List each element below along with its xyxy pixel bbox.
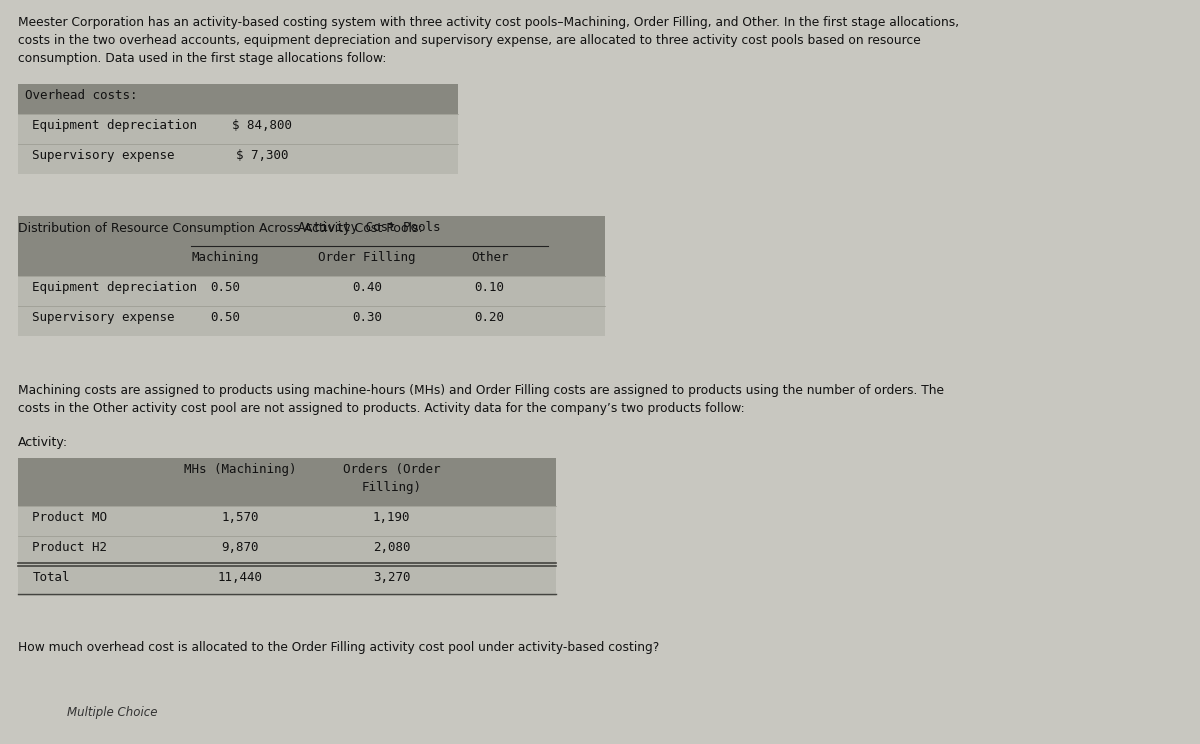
Text: Other: Other: [470, 251, 509, 264]
Text: How much overhead cost is allocated to the Order Filling activity cost pool unde: How much overhead cost is allocated to t…: [18, 641, 659, 654]
Bar: [18, 114, 458, 144]
Text: Filling): Filling): [361, 481, 421, 494]
Text: 9,870: 9,870: [221, 541, 259, 554]
Text: 0.40: 0.40: [352, 281, 382, 294]
Text: Equipment depreciation: Equipment depreciation: [32, 281, 197, 294]
Text: 3,270: 3,270: [373, 571, 410, 584]
Text: Order Filling: Order Filling: [318, 251, 416, 264]
Bar: [18, 566, 556, 596]
Text: costs in the Other activity cost pool are not assigned to products. Activity dat: costs in the Other activity cost pool ar…: [18, 402, 744, 415]
Text: Meester Corporation has an activity-based costing system with three activity cos: Meester Corporation has an activity-base…: [18, 16, 959, 29]
Text: Multiple Choice: Multiple Choice: [66, 706, 157, 719]
Bar: [18, 84, 458, 114]
Bar: [18, 144, 458, 174]
Text: Overhead costs:: Overhead costs:: [25, 89, 138, 102]
Text: Machining costs are assigned to products using machine-hours (MHs) and Order Fil: Machining costs are assigned to products…: [18, 384, 943, 397]
Text: 1,190: 1,190: [373, 511, 410, 524]
Bar: [18, 506, 556, 536]
Text: 11,440: 11,440: [217, 571, 263, 584]
Text: Supervisory expense: Supervisory expense: [32, 311, 175, 324]
Text: $ 7,300: $ 7,300: [236, 149, 289, 162]
Text: 0.50: 0.50: [210, 311, 240, 324]
Text: Machining: Machining: [192, 251, 259, 264]
Text: 0.50: 0.50: [210, 281, 240, 294]
Bar: [18, 276, 605, 306]
Text: costs in the two overhead accounts, equipment depreciation and supervisory expen: costs in the two overhead accounts, equi…: [18, 34, 920, 47]
Text: MHs (Machining): MHs (Machining): [184, 463, 296, 476]
Text: 0.10: 0.10: [474, 281, 504, 294]
Text: 0.30: 0.30: [352, 311, 382, 324]
Text: Activity Cost Pools: Activity Cost Pools: [299, 221, 440, 234]
Text: Supervisory expense: Supervisory expense: [32, 149, 175, 162]
Text: Activity:: Activity:: [18, 436, 67, 449]
Text: $ 84,800: $ 84,800: [233, 119, 293, 132]
Bar: [18, 458, 556, 506]
Bar: [18, 246, 605, 276]
Text: 0.20: 0.20: [474, 311, 504, 324]
Text: Equipment depreciation: Equipment depreciation: [32, 119, 197, 132]
Text: consumption. Data used in the first stage allocations follow:: consumption. Data used in the first stag…: [18, 52, 386, 65]
Bar: [18, 216, 605, 246]
Text: Orders (Order: Orders (Order: [343, 463, 440, 476]
Bar: [18, 536, 556, 566]
Text: Product H2: Product H2: [32, 541, 107, 554]
Text: Product MO: Product MO: [32, 511, 107, 524]
Bar: [18, 306, 605, 336]
Text: 2,080: 2,080: [373, 541, 410, 554]
Text: Distribution of Resource Consumption Across Activity Cost Pools:: Distribution of Resource Consumption Acr…: [18, 222, 422, 235]
Text: Total: Total: [32, 571, 70, 584]
Text: 1,570: 1,570: [221, 511, 259, 524]
